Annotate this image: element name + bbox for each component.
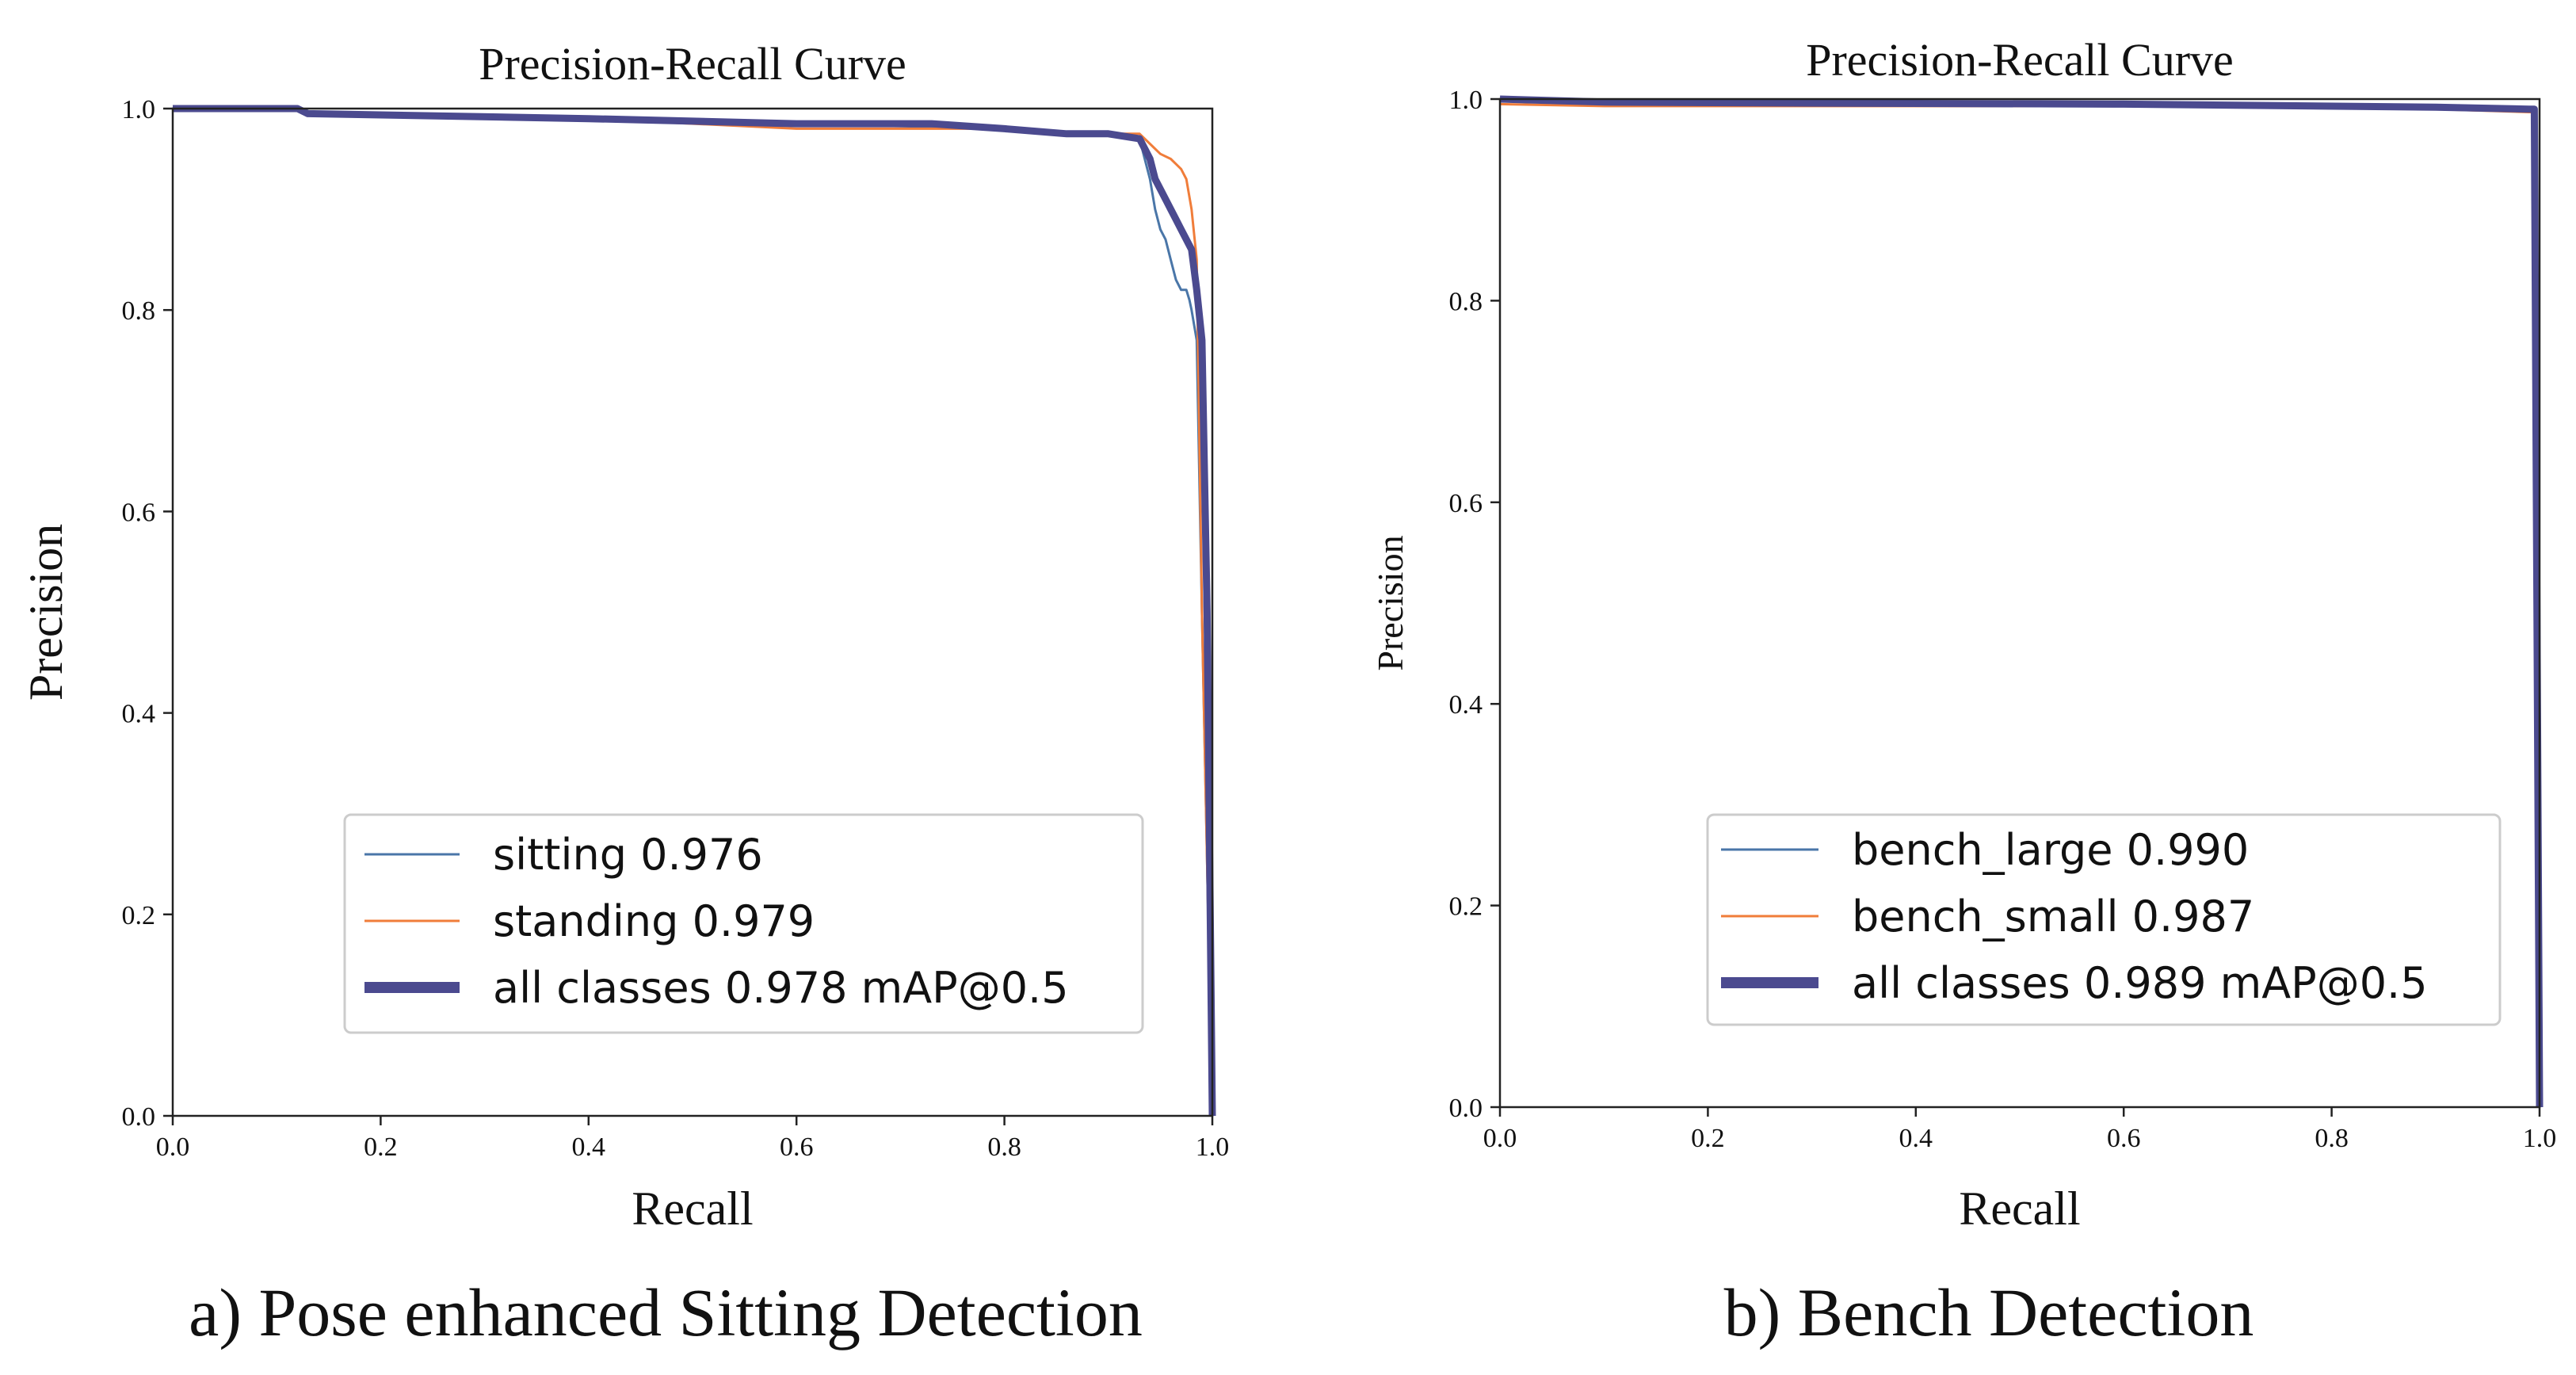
series-line-2	[1500, 95, 2544, 1108]
y-tick-label: 0.4	[122, 700, 156, 729]
x-tick-label: 0.6	[2107, 1124, 2141, 1153]
legend: bench_large 0.990 bench_small 0.987 all cl…	[1706, 813, 2502, 1026]
x-axis-label: Recall	[1959, 1182, 2080, 1235]
x-tick-label: 1.0	[1196, 1132, 1230, 1162]
y-tick-label: 1.0	[122, 95, 156, 124]
x-axis-label: Recall	[632, 1182, 753, 1235]
legend-entry-label: sitting 0.976	[493, 830, 763, 880]
figure-caption: b) Bench Detection	[1724, 1274, 2254, 1350]
y-tick-label: 0.2	[1449, 892, 1483, 922]
legend-box	[343, 813, 1144, 1034]
x-tick-label: 0.2	[364, 1132, 398, 1162]
x-tick-label: 0.4	[1899, 1124, 1933, 1153]
y-tick-label: 0.4	[1449, 690, 1483, 720]
x-tick-label: 0.6	[780, 1132, 814, 1162]
x-tick-label: 0.8	[2315, 1124, 2349, 1153]
legend-entry-label: all classes 0.978 mAP@0.5	[493, 963, 1069, 1013]
x-tick-label: 0.4	[572, 1132, 606, 1162]
y-axis-label: Precision	[1370, 535, 1410, 670]
axes-frame	[171, 107, 1214, 1117]
legend-entry-label: all classes 0.989 mAP@0.5	[1852, 958, 2428, 1008]
y-tick-label: 1.0	[1449, 86, 1483, 115]
figure-caption: a) Pose enhanced Sitting Detection	[189, 1274, 1143, 1350]
chart-title: Precision-Recall Curve	[1806, 34, 2234, 86]
chart-panel-b: Precision-Recall Curve 0.0 0.2 0.4 0.6 0.8 1.0…	[1370, 34, 2556, 1350]
chart-panel-a: Precision-Recall Curve 0.0 0.2 0.4 0.6 0.8 1.0…	[20, 38, 1229, 1350]
plot-area	[173, 105, 1216, 1117]
legend-entry-label: bench_large 0.990	[1852, 825, 2249, 875]
y-tick-label: 0.2	[122, 901, 156, 930]
legend-entry-label: standing 0.979	[493, 896, 815, 946]
y-axis-label: Precision	[20, 524, 72, 701]
legend: sitting 0.976 standing 0.979 all classes 0…	[343, 813, 1144, 1034]
x-tick-label: 1.0	[2523, 1124, 2557, 1153]
x-tick-label: 0.0	[1483, 1124, 1517, 1153]
plot-area	[1500, 95, 2544, 1108]
x-tick-label: 0.0	[156, 1132, 190, 1162]
chart-title: Precision-Recall Curve	[479, 38, 906, 90]
y-tick-label: 0.6	[122, 498, 156, 527]
y-tick-label: 0.0	[1449, 1094, 1483, 1123]
series-line-2	[173, 105, 1216, 1117]
y-tick-label: 0.0	[122, 1102, 156, 1132]
y-tick-label: 0.6	[1449, 489, 1483, 518]
legend-entry-label: bench_small 0.987	[1852, 892, 2254, 941]
legend-box	[1706, 813, 2502, 1026]
y-tick-label: 0.8	[122, 296, 156, 326]
x-tick-label: 0.8	[987, 1132, 1021, 1162]
y-tick-label: 0.8	[1449, 287, 1483, 316]
axes-frame	[1498, 97, 2541, 1109]
x-tick-label: 0.2	[1691, 1124, 1725, 1153]
